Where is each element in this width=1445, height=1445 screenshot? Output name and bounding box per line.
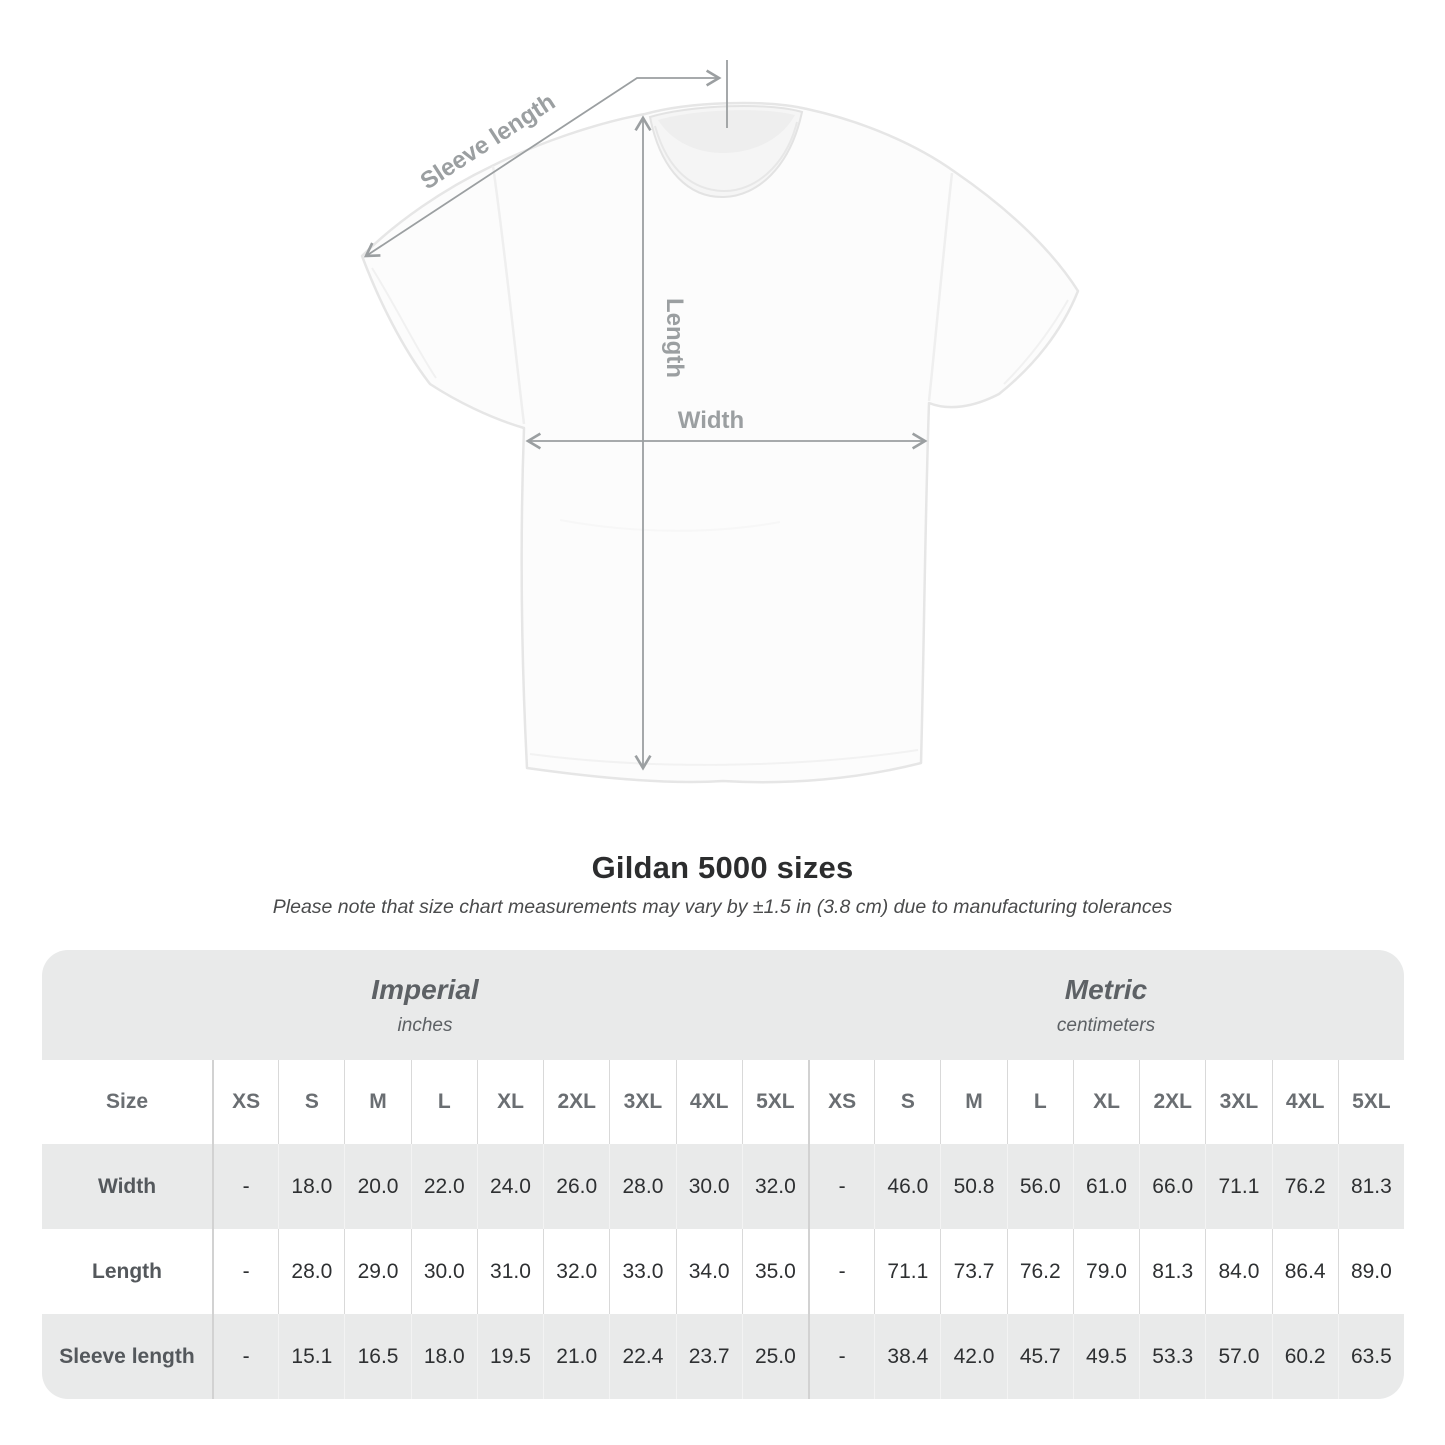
- table-cell: 57.0: [1205, 1314, 1272, 1399]
- table-cell: 32.0: [741, 1144, 808, 1229]
- table-cell: 19.5: [476, 1314, 544, 1399]
- table-cell: -: [807, 1314, 875, 1399]
- table-cell: 73.7: [940, 1229, 1007, 1314]
- table-cell: 20.0: [344, 1144, 411, 1229]
- table-cell: 28.0: [609, 1144, 676, 1229]
- table-cell: -: [212, 1144, 279, 1229]
- size-col-header-3xl: 3XL: [1205, 1060, 1272, 1144]
- row-label: Length: [42, 1229, 212, 1314]
- size-col-header-4xl: 4XL: [675, 1060, 742, 1144]
- metric-header-label: Metric: [1064, 973, 1148, 1005]
- table-cell: 49.5: [1072, 1314, 1140, 1399]
- size-col-header-s: S: [278, 1060, 345, 1144]
- table-cell: 34.0: [675, 1229, 742, 1314]
- table-cell: 71.1: [874, 1229, 941, 1314]
- table-cell: -: [212, 1229, 279, 1314]
- size-col-header-xs: XS: [807, 1060, 875, 1144]
- row-label: Width: [42, 1144, 212, 1229]
- table-cell: 79.0: [1072, 1229, 1140, 1314]
- size-col-header-5xl: 5XL: [1337, 1060, 1404, 1144]
- tolerance-note: Please note that size chart measurements…: [272, 896, 1173, 918]
- length-label: Length: [661, 298, 688, 378]
- table-cell: 33.0: [609, 1229, 676, 1314]
- size-col-header-2xl: 2XL: [543, 1060, 610, 1144]
- right-cuff-stitch: [1003, 299, 1069, 385]
- table-cell: 71.1: [1205, 1144, 1272, 1229]
- table-cell: 16.5: [344, 1314, 411, 1399]
- size-col-header-5xl: 5XL: [741, 1060, 808, 1144]
- imperial-header-label: Imperial: [371, 973, 479, 1005]
- sleeve-length-arrow: [363, 69, 722, 258]
- table-cell: 35.0: [741, 1229, 808, 1314]
- size-col-header-4xl: 4XL: [1271, 1060, 1338, 1144]
- table-cell: 81.3: [1139, 1229, 1206, 1314]
- size-col-header-xl: XL: [1072, 1060, 1140, 1144]
- table-cell: 15.1: [278, 1314, 345, 1399]
- table-cell: 45.7: [1006, 1314, 1073, 1399]
- row-label: Sleeve length: [42, 1314, 212, 1399]
- table-cell: 76.2: [1271, 1144, 1338, 1229]
- size-col-header-s: S: [874, 1060, 941, 1144]
- table-cell: 81.3: [1337, 1144, 1404, 1229]
- table-cell: 46.0: [874, 1144, 941, 1229]
- size-col-header-l: L: [410, 1060, 477, 1144]
- table-cell: 24.0: [476, 1144, 544, 1229]
- table-cell: 38.4: [874, 1314, 941, 1399]
- width-label: Width: [678, 407, 744, 434]
- table-cell: 50.8: [940, 1144, 1007, 1229]
- table-cell: 31.0: [476, 1229, 544, 1314]
- tshirt-diagram: Sleeve length Length Width: [360, 60, 1080, 784]
- table-cell: 30.0: [410, 1229, 477, 1314]
- size-col-header-3xl: 3XL: [609, 1060, 676, 1144]
- table-cell: 53.3: [1139, 1314, 1206, 1399]
- metric-unit-label: centimeters: [1056, 1014, 1156, 1036]
- size-col-header-xs: XS: [212, 1060, 279, 1144]
- table-cell: 26.0: [543, 1144, 610, 1229]
- size-column-header: Size: [42, 1060, 212, 1144]
- table-cell: 23.7: [675, 1314, 742, 1399]
- size-col-header-m: M: [940, 1060, 1007, 1144]
- tshirt-shape: [360, 101, 1080, 784]
- size-col-header-xl: XL: [476, 1060, 544, 1144]
- table-cell: 63.5: [1337, 1314, 1404, 1399]
- table-cell: 56.0: [1006, 1144, 1073, 1229]
- table-cell: 61.0: [1072, 1144, 1140, 1229]
- metric-header: Metric centimeters: [807, 950, 1404, 1060]
- table-cell: -: [807, 1229, 875, 1314]
- table-cell: -: [807, 1144, 875, 1229]
- table-cell: 32.0: [543, 1229, 610, 1314]
- hem-stitch: [529, 749, 919, 766]
- imperial-unit-label: inches: [397, 1014, 453, 1036]
- table-cell: 28.0: [278, 1229, 345, 1314]
- table-cell: 22.4: [609, 1314, 676, 1399]
- size-col-header-2xl: 2XL: [1139, 1060, 1206, 1144]
- table-cell: 89.0: [1337, 1229, 1404, 1314]
- table-cell: 18.0: [410, 1314, 477, 1399]
- imperial-header: Imperial inches: [42, 950, 808, 1060]
- page-title: Gildan 5000 sizes: [591, 850, 854, 885]
- table-cell: 21.0: [543, 1314, 610, 1399]
- table-cell: 42.0: [940, 1314, 1007, 1399]
- measurement-annotations: [363, 60, 928, 771]
- table-cell: 76.2: [1006, 1229, 1073, 1314]
- right-sleeve-seam: [927, 172, 954, 402]
- table-cell: 60.2: [1271, 1314, 1338, 1399]
- wrinkle-line: [559, 519, 781, 532]
- table-cell: 66.0: [1139, 1144, 1206, 1229]
- size-col-header-l: L: [1006, 1060, 1073, 1144]
- size-table: Imperial inches Metric centimeters Size X…: [42, 950, 1404, 1399]
- table-cell: 25.0: [741, 1314, 808, 1399]
- left-cuff-stitch: [371, 267, 437, 379]
- table-cell: 84.0: [1205, 1229, 1272, 1314]
- table-cell: 18.0: [278, 1144, 345, 1229]
- table-cell: 29.0: [344, 1229, 411, 1314]
- size-col-header-m: M: [344, 1060, 411, 1144]
- tshirt-graphic: Sleeve length Length Width: [360, 60, 1080, 784]
- table-cell: 86.4: [1271, 1229, 1338, 1314]
- table-cell: -: [212, 1314, 279, 1399]
- table-cell: 30.0: [675, 1144, 742, 1229]
- table-cell: 22.0: [410, 1144, 477, 1229]
